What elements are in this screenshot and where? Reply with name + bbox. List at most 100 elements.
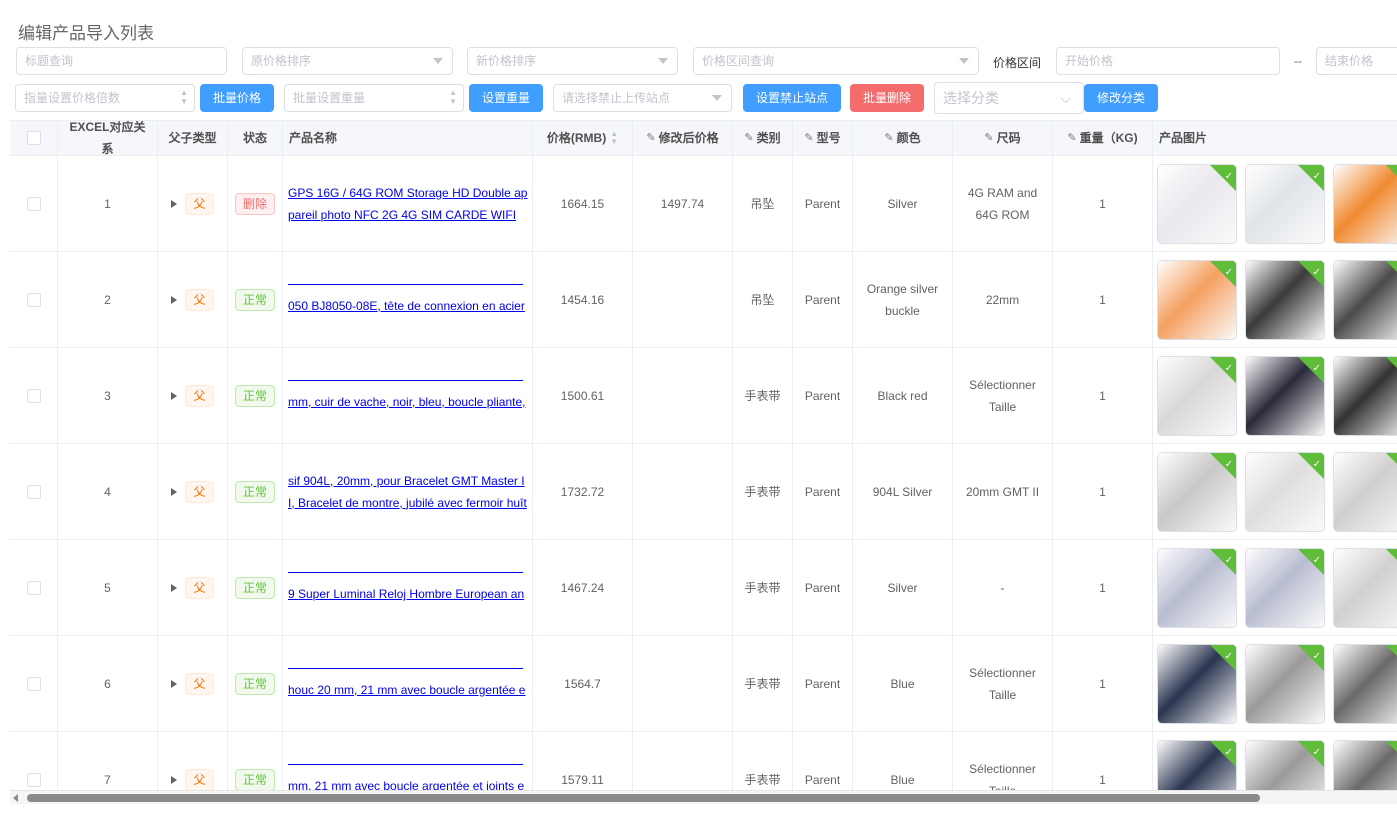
batch-delete-button[interactable]: 批量删除	[850, 84, 924, 112]
stepper-icon[interactable]: ▲ ▼	[180, 88, 188, 106]
product-image[interactable]: ✓	[1157, 259, 1237, 340]
product-name-link[interactable]: mm, 21 mm avec boucle argentée et joints…	[288, 779, 525, 793]
product-image[interactable]: ✓	[1333, 259, 1397, 340]
row-checkbox[interactable]	[26, 772, 41, 787]
new-price-cell[interactable]	[633, 540, 733, 635]
product-name-link[interactable]: 9 Super Luminal Reloj Hombre European an	[288, 587, 525, 601]
select-all-checkbox[interactable]	[26, 131, 41, 145]
expand-icon[interactable]	[171, 295, 178, 304]
stepper-icon[interactable]: ▲ ▼	[449, 88, 457, 106]
scroll-left-icon[interactable]	[13, 794, 18, 802]
category-select[interactable]: 选择分类 ⌵	[934, 82, 1084, 114]
color-cell[interactable]: Blue	[853, 732, 953, 804]
weight-input[interactable]: 批量设置重量 ▲ ▼	[284, 84, 464, 112]
size-cell[interactable]: Sélectionner Taille	[953, 636, 1053, 731]
model-cell[interactable]: Parent	[793, 348, 853, 443]
row-checkbox[interactable]	[26, 196, 41, 211]
sort-icon[interactable]: ▲ ▼	[610, 129, 619, 146]
expand-icon[interactable]	[171, 583, 178, 592]
category-cell[interactable]: 手表带	[733, 636, 793, 731]
weight-cell[interactable]: 1	[1053, 444, 1153, 539]
product-image[interactable]: ✓	[1157, 163, 1237, 244]
product-image[interactable]: ✓	[1245, 643, 1325, 724]
product-image[interactable]: ✓	[1157, 547, 1237, 628]
model-cell[interactable]: Parent	[793, 444, 853, 539]
new-price-sort-select[interactable]: 新价格排序	[467, 47, 678, 75]
expand-icon[interactable]	[171, 391, 178, 400]
start-price-input[interactable]: 开始价格	[1056, 47, 1280, 75]
product-name-link[interactable]: sif 904L, 20mm, pour Bracelet GMT Master…	[288, 473, 525, 488]
batch-price-button[interactable]: 批量价格	[200, 84, 274, 112]
product-image[interactable]: ✓	[1157, 643, 1237, 724]
category-cell[interactable]: 手表带	[733, 540, 793, 635]
weight-cell[interactable]: 1	[1053, 540, 1153, 635]
product-name-link[interactable]: mm, cuir de vache, noir, bleu, boucle pl…	[288, 395, 526, 409]
product-image[interactable]: ✓	[1333, 355, 1397, 436]
product-image[interactable]: ✓	[1333, 451, 1397, 532]
product-name-link[interactable]: I, Bracelet de montre, jubilé avec fermo…	[288, 495, 527, 510]
color-cell[interactable]: Black red	[853, 348, 953, 443]
color-cell[interactable]: 904L Silver	[853, 444, 953, 539]
model-cell[interactable]: Parent	[793, 252, 853, 347]
weight-cell[interactable]: 1	[1053, 636, 1153, 731]
forbidden-site-select[interactable]: 请选择禁止上传站点	[553, 84, 732, 112]
scrollbar-thumb[interactable]	[27, 794, 1260, 802]
product-image[interactable]: ✓	[1157, 355, 1237, 436]
horizontal-scrollbar[interactable]	[10, 790, 1397, 804]
title-search-input[interactable]: 标题查询	[16, 47, 227, 75]
size-cell[interactable]: Sélectionner Taille	[953, 348, 1053, 443]
weight-cell[interactable]: 1	[1053, 732, 1153, 804]
product-image[interactable]: ✓	[1333, 163, 1397, 244]
price-multiplier-input[interactable]: 指量设置价格倍数 ▲ ▼	[15, 84, 195, 112]
row-checkbox[interactable]	[26, 676, 41, 691]
product-image[interactable]: ✓	[1245, 259, 1325, 340]
weight-cell[interactable]: 1	[1053, 156, 1153, 251]
color-cell[interactable]: Silver	[853, 540, 953, 635]
category-cell[interactable]: 手表带	[733, 444, 793, 539]
new-price-cell[interactable]	[633, 732, 733, 804]
weight-cell[interactable]: 1	[1053, 252, 1153, 347]
expand-icon[interactable]	[171, 487, 178, 496]
color-cell[interactable]: Silver	[853, 156, 953, 251]
new-price-cell[interactable]	[633, 348, 733, 443]
product-name-link[interactable]: pareil photo NFC 2G 4G SIM CARDE WIFI	[288, 207, 517, 222]
product-name-link[interactable]: GPS 16G / 64G ROM Storage HD Double ap	[288, 185, 528, 200]
product-name-link[interactable]: 050 BJ8050-08E, tête de connexion en aci…	[288, 299, 525, 313]
expand-icon[interactable]	[171, 775, 178, 784]
column-header[interactable]: 价格(RMB) ▲ ▼	[533, 121, 633, 155]
category-cell[interactable]: 吊坠	[733, 156, 793, 251]
product-image[interactable]: ✓	[1245, 451, 1325, 532]
model-cell[interactable]: Parent	[793, 156, 853, 251]
row-checkbox[interactable]	[26, 580, 41, 595]
row-checkbox[interactable]	[26, 388, 41, 403]
color-cell[interactable]: Orange silver buckle	[853, 252, 953, 347]
product-name-link[interactable]: houc 20 mm, 21 mm avec boucle argentée e	[288, 683, 526, 697]
product-image[interactable]: ✓	[1245, 547, 1325, 628]
expand-icon[interactable]	[171, 199, 178, 208]
category-cell[interactable]: 吊坠	[733, 252, 793, 347]
size-cell[interactable]: 20mm GMT II	[953, 444, 1053, 539]
row-checkbox[interactable]	[26, 292, 41, 307]
end-price-input[interactable]: 结束价格	[1316, 47, 1397, 75]
new-price-cell[interactable]	[633, 636, 733, 731]
product-image[interactable]: ✓	[1157, 451, 1237, 532]
weight-cell[interactable]: 1	[1053, 348, 1153, 443]
size-cell[interactable]: -	[953, 540, 1053, 635]
category-cell[interactable]: 手表带	[733, 348, 793, 443]
new-price-cell[interactable]	[633, 252, 733, 347]
model-cell[interactable]: Parent	[793, 636, 853, 731]
product-image[interactable]: ✓	[1245, 163, 1325, 244]
row-checkbox[interactable]	[26, 484, 41, 499]
expand-icon[interactable]	[171, 679, 178, 688]
price-range-query-select[interactable]: 价格区间查询	[693, 47, 979, 75]
category-cell[interactable]: 手表带	[733, 732, 793, 804]
color-cell[interactable]: Blue	[853, 636, 953, 731]
orig-price-sort-select[interactable]: 原价格排序	[242, 47, 453, 75]
model-cell[interactable]: Parent	[793, 540, 853, 635]
size-cell[interactable]: 4G RAM and 64G ROM	[953, 156, 1053, 251]
modify-category-button[interactable]: 修改分类	[1084, 84, 1158, 112]
new-price-cell[interactable]: 1497.74	[633, 156, 733, 251]
set-weight-button[interactable]: 设置重量	[469, 84, 543, 112]
new-price-cell[interactable]	[633, 444, 733, 539]
model-cell[interactable]: Parent	[793, 732, 853, 804]
